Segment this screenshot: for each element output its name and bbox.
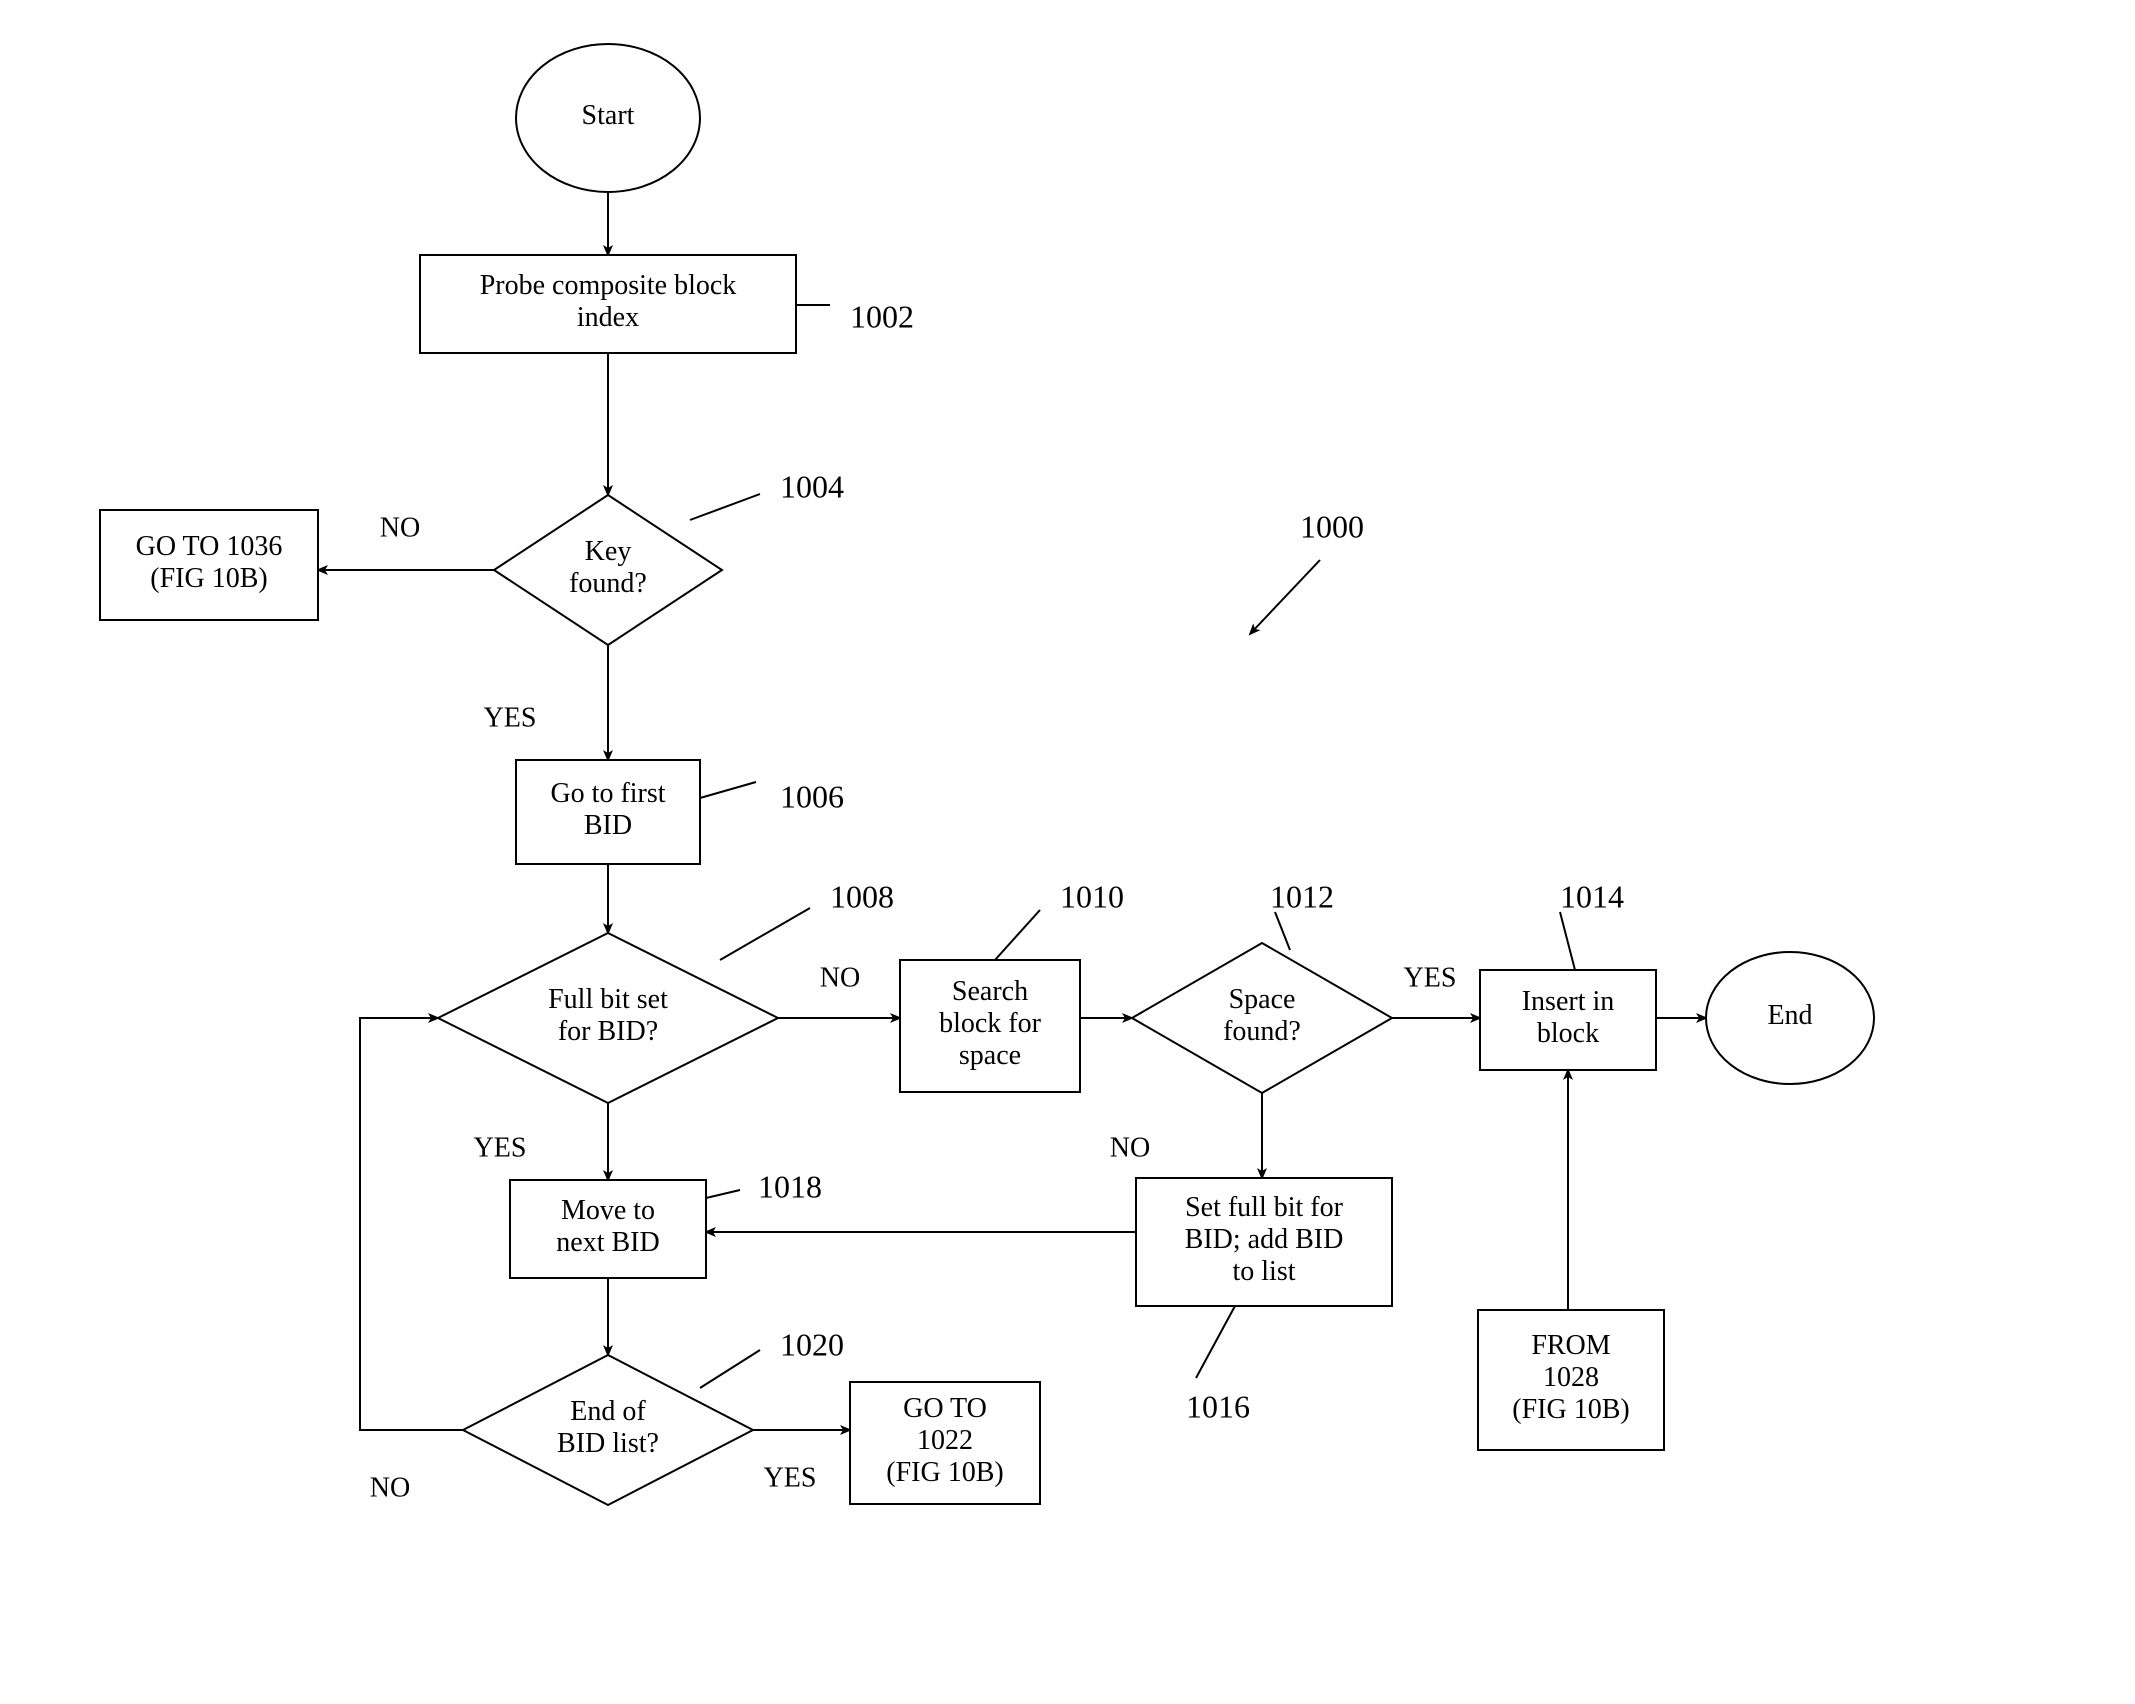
node-n1014: Insert inblock <box>1480 970 1656 1070</box>
edge-label-2: NO <box>380 512 420 543</box>
ref-label-1012: 1012 <box>1270 878 1334 914</box>
edge-label-10: NO <box>1110 1132 1150 1163</box>
node-n1016: Set full bit forBID; add BIDto list <box>1136 1178 1392 1306</box>
node-from1028: FROM1028(FIG 10B) <box>1478 1310 1664 1450</box>
flowchart-canvas: Start Probe composite blockindex Keyfound?… <box>0 0 2135 1704</box>
ref-label-1002: 1002 <box>850 298 914 334</box>
node-start: Start <box>516 44 700 192</box>
edge-label-5: NO <box>820 962 860 993</box>
ref-label-1000: 1000 <box>1300 508 1364 544</box>
ref-label-1014: 1014 <box>1560 878 1624 914</box>
edge-label-3: YES <box>484 702 537 733</box>
node-n1006: Go to firstBID <box>516 760 700 864</box>
ref-label-1008: 1008 <box>830 878 894 914</box>
edge-14 <box>360 1018 463 1430</box>
edge-label-7: YES <box>1404 962 1457 993</box>
edge-label-14: NO <box>370 1472 410 1503</box>
svg-text:Start: Start <box>582 100 635 131</box>
ref-label-1010: 1010 <box>1060 878 1124 914</box>
ref-label-1004: 1004 <box>780 468 844 504</box>
node-n1018: Move tonext BID <box>510 1180 706 1278</box>
svg-text:End ofBID list?: End ofBID list? <box>557 1396 659 1459</box>
svg-text:Move tonext BID: Move tonext BID <box>556 1195 659 1258</box>
node-end: End <box>1706 952 1874 1084</box>
edge-label-13: YES <box>764 1462 817 1493</box>
nodes-layer: Start Probe composite blockindex Keyfound?… <box>100 44 1874 1505</box>
node-n1008: Full bit setfor BID? <box>438 933 778 1103</box>
node-n1004: Keyfound? <box>494 495 722 645</box>
node-n1012: Spacefound? <box>1132 943 1392 1093</box>
svg-text:End: End <box>1767 1000 1812 1031</box>
ref-label-1016: 1016 <box>1186 1388 1250 1424</box>
node-goto1036: GO TO 1036(FIG 10B) <box>100 510 318 620</box>
node-goto1022: GO TO1022(FIG 10B) <box>850 1382 1040 1504</box>
node-n1020: End ofBID list? <box>463 1355 753 1505</box>
node-n1010: Searchblock forspace <box>900 960 1080 1092</box>
ref-label-1006: 1006 <box>780 778 844 814</box>
ref-label-1018: 1018 <box>758 1168 822 1204</box>
edge-label-9: YES <box>474 1132 527 1163</box>
labels-layer: NO YES NO YES YES NO YES NO 1002 1004 1006 1008 1010… <box>370 298 1624 1503</box>
svg-text:GO TO 1036(FIG 10B): GO TO 1036(FIG 10B) <box>136 531 283 594</box>
svg-text:Full bit setfor BID?: Full bit setfor BID? <box>548 984 668 1047</box>
node-n1002: Probe composite blockindex <box>420 255 796 353</box>
svg-text:Spacefound?: Spacefound? <box>1223 984 1301 1047</box>
ref-label-1020: 1020 <box>780 1326 844 1362</box>
